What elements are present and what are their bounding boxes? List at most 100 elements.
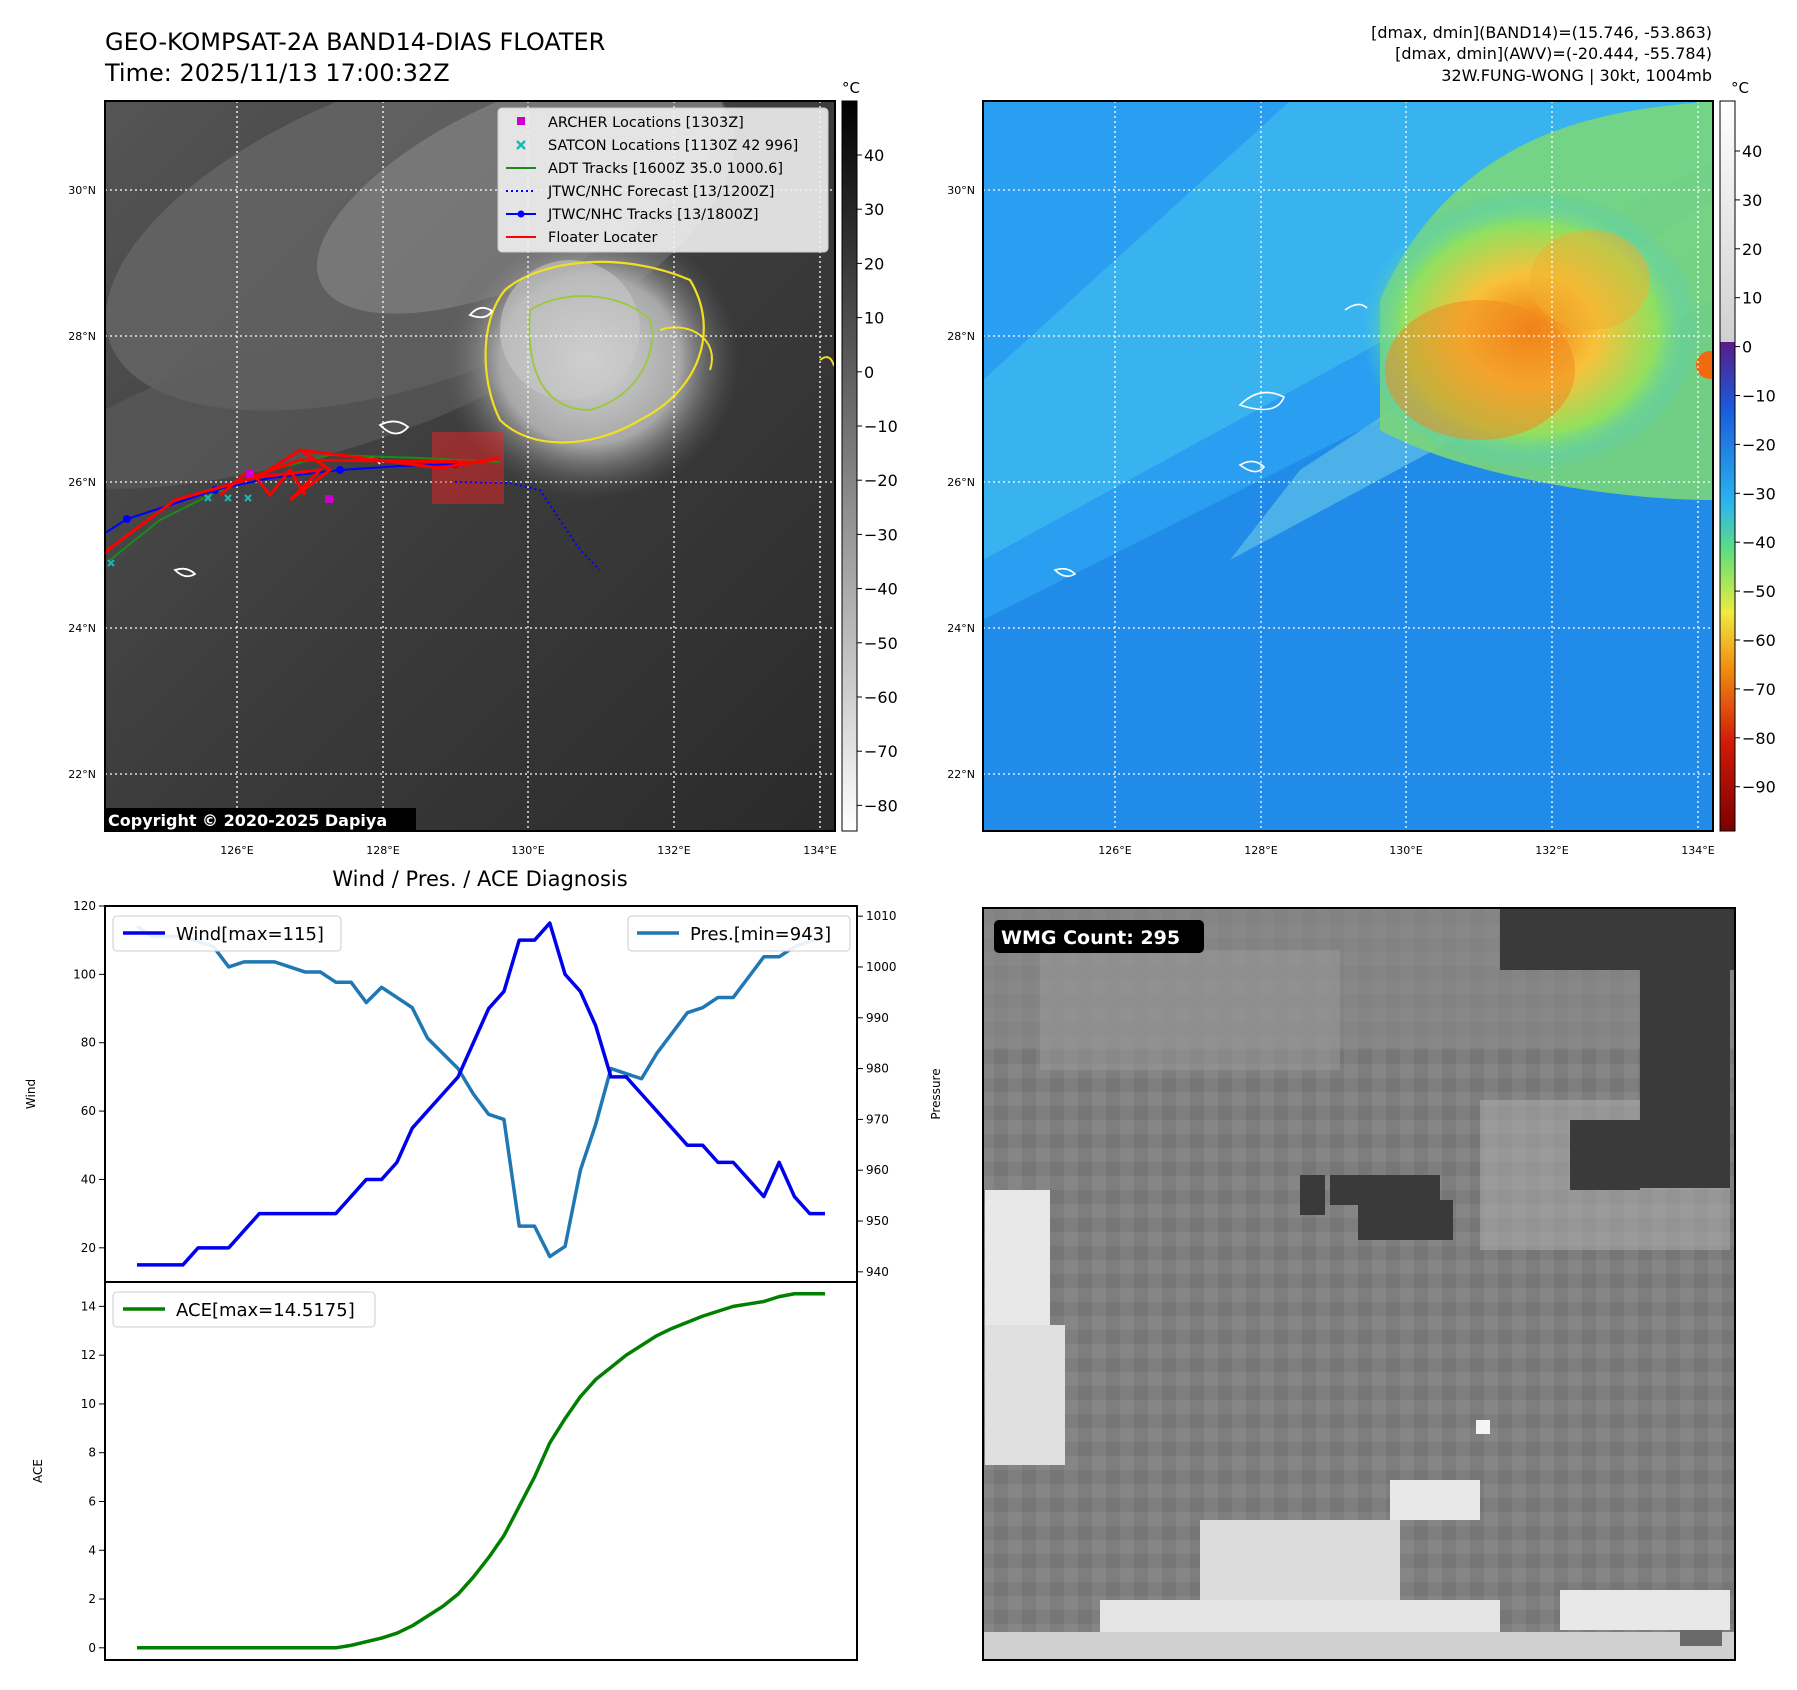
- legend-jtwc-tracks: JTWC/NHC Tracks [13/1800Z]: [547, 207, 759, 223]
- ir-lon-134: 134°E: [803, 844, 836, 857]
- awv-lat-22: 22°N: [947, 768, 975, 781]
- diagnosis-title: Wind / Pres. / ACE Diagnosis: [332, 867, 627, 891]
- awv-lon-132: 132°E: [1535, 844, 1568, 857]
- pressure-tick-label: 990: [866, 1011, 889, 1025]
- awv-colorbar-tick: 40: [1742, 142, 1762, 161]
- awv-colorbar-unit: °C: [1731, 79, 1749, 97]
- pressure-tick-label: 950: [866, 1214, 889, 1228]
- awv-lat-30: 30°N: [947, 184, 975, 197]
- wind-tick-label: 20: [81, 1241, 96, 1255]
- awv-lon-130: 130°E: [1389, 844, 1422, 857]
- ir-colorbar: °C 40 30 20 10 0 −10 −20 −30 −40 −50 −60 −70 −80: [841, 79, 898, 832]
- awv-colorbar: °C 40 30 20 10 0 −10 −20 −30 −40 −50 −60 −70 −80 −90: [1719, 79, 1776, 832]
- awv-lon-labels: 126°E 128°E 130°E 132°E 134°E: [1098, 844, 1714, 857]
- wind-legend: Wind[max=115]: [112, 915, 342, 952]
- ace-tick-label: 4: [88, 1543, 96, 1557]
- pressure-tick-label: 980: [866, 1062, 889, 1076]
- ace-tick-label: 2: [88, 1592, 96, 1606]
- wind-pressure-chart: 20 40 60 80 100 120 940 950 960 970 980 990 1000 101…: [24, 899, 943, 1283]
- ir-colorbar-tick: −50: [864, 634, 898, 653]
- ir-lon-labels: 126°E 128°E 130°E 132°E 134°E: [220, 844, 836, 857]
- wind-tick-label: 120: [73, 899, 96, 913]
- awv-lon-126: 126°E: [1098, 844, 1131, 857]
- info-line3: 32W.FUNG-WONG | 30kt, 1004mb: [1441, 66, 1712, 85]
- awv-colorbar-tick: −60: [1742, 631, 1776, 650]
- wmg-count-label: WMG Count: 295: [1001, 927, 1180, 949]
- legend-floater: Floater Locater: [548, 230, 657, 246]
- awv-colorbar-tick: −80: [1742, 729, 1776, 748]
- awv-lat-28: 28°N: [947, 330, 975, 343]
- wind-tick-label: 40: [81, 1172, 96, 1186]
- ir-colorbar-tick: −80: [864, 796, 898, 815]
- ir-colorbar-tick: −10: [864, 417, 898, 436]
- awv-colorbar-tick: −10: [1742, 387, 1776, 406]
- ir-colorbar-tick: 40: [864, 146, 884, 165]
- legend-jtwc-forecast: JTWC/NHC Forecast [13/1200Z]: [547, 184, 774, 200]
- awv-colorbar-tick: −50: [1742, 582, 1776, 601]
- ir-map-panel: ARCHER Locations [1303Z] SATCON Location…: [104, 100, 836, 832]
- wind-tick-label: 60: [81, 1104, 96, 1118]
- figure-title-line1: GEO-KOMPSAT-2A BAND14-DIAS FLOATER: [105, 28, 605, 56]
- pressure-tick-label: 960: [866, 1163, 889, 1177]
- pressure-tick-label: 970: [866, 1112, 889, 1126]
- ace-series-line: [137, 1292, 825, 1650]
- ir-colorbar-unit: °C: [842, 79, 860, 97]
- map-legend: ARCHER Locations [1303Z] SATCON Location…: [497, 107, 829, 253]
- ace-axis-label: ACE: [31, 1459, 45, 1483]
- ir-lat-28: 28°N: [68, 330, 96, 343]
- ir-colorbar-tick: 0: [864, 363, 874, 382]
- ir-colorbar-tick: 10: [864, 309, 884, 328]
- ir-colorbar-tick: −30: [864, 525, 898, 544]
- ir-lat-30: 30°N: [68, 184, 96, 197]
- pressure-tick-label: 1000: [866, 960, 897, 974]
- ace-tick-label: 12: [81, 1348, 96, 1362]
- awv-colorbar-tick: −20: [1742, 435, 1776, 454]
- ace-legend: ACE[max=14.5175]: [112, 1291, 376, 1328]
- pressure-legend-label: Pres.[min=943]: [690, 924, 831, 945]
- ir-colorbar-tick: −60: [864, 688, 898, 707]
- ace-chart: 0 2 4 6 8 10 12 14 ACE ACE[max=14.5175]: [31, 1281, 858, 1661]
- wmg-panel: WMG Count: 295: [982, 907, 1736, 1661]
- awv-lat-26: 26°N: [947, 476, 975, 489]
- ace-tick-label: 8: [88, 1446, 96, 1460]
- figure-title-line2: Time: 2025/11/13 17:00:32Z: [104, 59, 450, 87]
- ace-tick-label: 14: [81, 1299, 96, 1313]
- ir-lon-132: 132°E: [657, 844, 690, 857]
- wind-tick-label: 80: [81, 1036, 96, 1050]
- copyright-label: Copyright © 2020-2025 Dapiya: [108, 811, 387, 830]
- wind-legend-label: Wind[max=115]: [176, 924, 324, 945]
- legend-archer: ARCHER Locations [1303Z]: [548, 115, 744, 131]
- legend-satcon: SATCON Locations [1130Z 42 996]: [548, 138, 798, 154]
- ir-lat-labels: 30°N 28°N 26°N 24°N 22°N: [68, 184, 96, 781]
- awv-lon-134: 134°E: [1681, 844, 1714, 857]
- awv-colorbar-tick: −30: [1742, 484, 1776, 503]
- wind-series-line: [137, 921, 825, 1267]
- ir-colorbar-tick: −20: [864, 471, 898, 490]
- ir-lat-24: 24°N: [68, 622, 96, 635]
- ir-lon-128: 128°E: [366, 844, 399, 857]
- awv-lat-labels: 30°N 28°N 26°N 24°N 22°N: [947, 184, 975, 781]
- ir-colorbar-tick: −70: [864, 742, 898, 761]
- ace-legend-label: ACE[max=14.5175]: [176, 1300, 355, 1321]
- pressure-tick-label: 940: [866, 1265, 889, 1279]
- ir-colorbar-tick: 20: [864, 254, 884, 273]
- ir-lat-22: 22°N: [68, 768, 96, 781]
- awv-colorbar-tick: −40: [1742, 533, 1776, 552]
- legend-adt: ADT Tracks [1600Z 35.0 1000.6]: [548, 161, 783, 177]
- ace-tick-label: 10: [81, 1397, 96, 1411]
- pressure-axis-label: Pressure: [929, 1068, 943, 1119]
- wind-tick-label: 100: [73, 967, 96, 981]
- awv-colorbar-tick: −70: [1742, 680, 1776, 699]
- ace-tick-label: 6: [88, 1494, 96, 1508]
- pressure-series-line: [136, 924, 826, 1259]
- wind-axis-label: Wind: [24, 1079, 38, 1109]
- pressure-legend: Pres.[min=943]: [627, 915, 851, 952]
- info-line2: [dmax, dmin](AWV)=(-20.444, -55.784): [1395, 44, 1712, 63]
- awv-lat-24: 24°N: [947, 622, 975, 635]
- ace-tick-label: 0: [88, 1641, 96, 1655]
- awv-lon-128: 128°E: [1244, 844, 1277, 857]
- awv-colorbar-tick: 0: [1742, 338, 1752, 357]
- pressure-tick-label: 1010: [866, 909, 897, 923]
- ir-lon-130: 130°E: [511, 844, 544, 857]
